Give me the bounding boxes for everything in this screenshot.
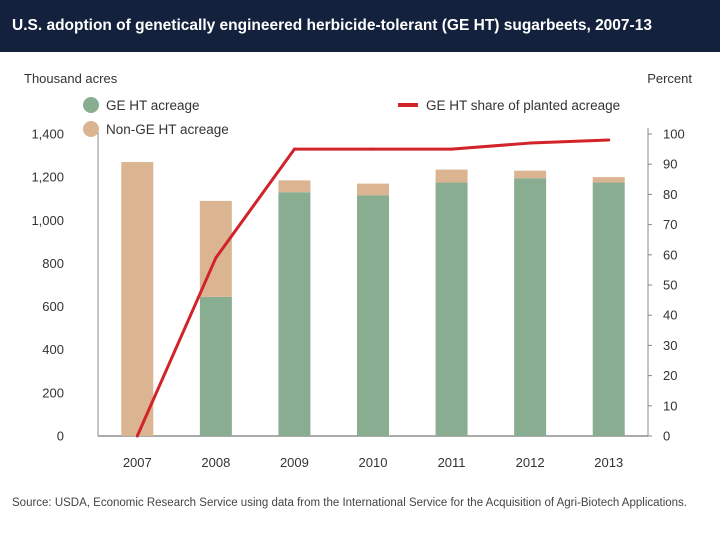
y-axis-title: Thousand acres bbox=[24, 71, 118, 86]
bar-non-ge-ht bbox=[435, 169, 468, 183]
x-tick-label: 2013 bbox=[594, 455, 623, 470]
x-tick-label: 2009 bbox=[280, 455, 309, 470]
bar-non-ge-ht bbox=[357, 183, 389, 196]
chart-title: U.S. adoption of genetically engineered … bbox=[12, 17, 652, 34]
bar-ge-ht bbox=[592, 182, 625, 436]
x-tick-label: 2008 bbox=[201, 455, 230, 470]
y2-tick-label: 100 bbox=[663, 127, 685, 142]
y2-tick-label: 60 bbox=[663, 247, 677, 262]
bar-non-ge-ht bbox=[278, 180, 311, 193]
x-tick-label: 2012 bbox=[516, 455, 545, 470]
x-tick-label: 2011 bbox=[438, 455, 466, 470]
y-tick-label: 0 bbox=[57, 429, 64, 444]
share-point bbox=[292, 147, 296, 151]
share-point bbox=[607, 138, 611, 142]
y-tick-label: 400 bbox=[42, 342, 64, 357]
y-tick-label: 200 bbox=[42, 385, 64, 400]
bar-ge-ht bbox=[199, 296, 232, 436]
share-point bbox=[450, 147, 454, 151]
bar-ge-ht bbox=[278, 192, 311, 436]
y-tick-label: 600 bbox=[42, 299, 64, 314]
bar-non-ge-ht bbox=[514, 170, 547, 179]
y2-tick-label: 10 bbox=[663, 398, 677, 413]
legend: GE HT acreage Non-GE HT acreage GE HT shar… bbox=[83, 97, 620, 137]
bar-ge-ht bbox=[435, 182, 468, 436]
share-line-group bbox=[135, 138, 611, 438]
y2-tick-label: 80 bbox=[663, 187, 677, 202]
y2-tick-label: 90 bbox=[663, 157, 677, 172]
bar-non-ge-ht bbox=[121, 162, 154, 436]
y-tick-label: 1,000 bbox=[31, 213, 64, 228]
y2-tick-label: 0 bbox=[663, 429, 670, 444]
bar-ge-ht bbox=[357, 195, 389, 436]
chart-title-bar: U.S. adoption of genetically engineered … bbox=[0, 0, 720, 52]
y-tick-label: 800 bbox=[42, 256, 64, 271]
bar-non-ge-ht bbox=[592, 177, 625, 183]
bars bbox=[121, 162, 625, 436]
share-point bbox=[214, 256, 218, 260]
legend-label-non-ge-ht: Non-GE HT acreage bbox=[106, 122, 229, 137]
share-point bbox=[528, 141, 532, 145]
share-point bbox=[371, 147, 375, 151]
y-tick-label: 1,400 bbox=[31, 127, 64, 142]
y2-tick-label: 70 bbox=[663, 217, 677, 232]
source-note: Source: USDA, Economic Research Service … bbox=[12, 497, 688, 509]
y2-tick-label: 20 bbox=[663, 368, 677, 383]
legend-label-share: GE HT share of planted acreage bbox=[426, 98, 620, 113]
share-point bbox=[135, 434, 139, 438]
bar-ge-ht bbox=[514, 178, 547, 436]
y2-tick-label: 50 bbox=[663, 278, 677, 293]
legend-swatch-ge-ht bbox=[83, 97, 99, 113]
y-tick-label: 1,200 bbox=[31, 170, 64, 185]
x-tick-label: 2007 bbox=[123, 455, 152, 470]
chart-area: Thousand acres Percent02004006008001,0001… bbox=[24, 71, 692, 470]
y2-tick-label: 30 bbox=[663, 338, 677, 353]
axes: Thousand acres Percent02004006008001,0001… bbox=[24, 71, 692, 470]
x-tick-label: 2010 bbox=[359, 455, 388, 470]
y2-axis-title: Percent bbox=[647, 71, 692, 86]
legend-label-ge-ht: GE HT acreage bbox=[106, 98, 200, 113]
y2-tick-label: 40 bbox=[663, 308, 677, 323]
legend-swatch-non-ge-ht bbox=[83, 121, 99, 137]
